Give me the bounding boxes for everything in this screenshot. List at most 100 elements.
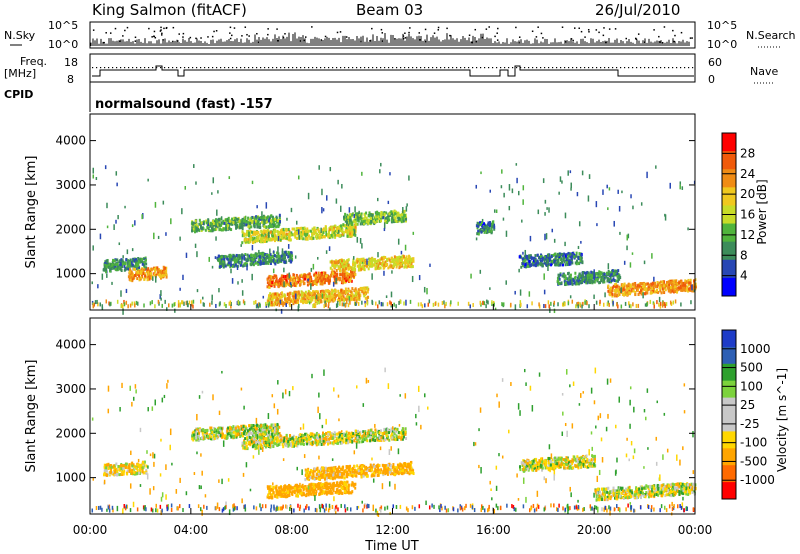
echo-cell (290, 251, 293, 255)
ground-scatter-cell (143, 303, 145, 308)
echo-cell (403, 265, 406, 269)
nave-dot (472, 67, 474, 69)
echo-cell (693, 289, 696, 293)
echo-cell (272, 254, 275, 258)
echo-cell (125, 267, 128, 271)
echo-cell (329, 266, 332, 270)
echo-cell (556, 252, 559, 256)
echo-cell (382, 266, 385, 270)
echo-cell (611, 294, 614, 298)
echo-cell (575, 262, 578, 266)
noise-search-dot (643, 41, 646, 43)
echo-cell (356, 290, 359, 294)
echo-cell (681, 284, 684, 288)
echo-cell (222, 221, 225, 225)
noise-search-dot (153, 30, 156, 33)
echo-cell (557, 279, 560, 283)
echo-cell (122, 260, 125, 264)
echo-cell (325, 298, 328, 302)
echo-cell (554, 257, 557, 261)
echo-cell (305, 236, 308, 240)
echo-cell (277, 254, 280, 258)
echo-cell (689, 278, 692, 282)
echo-cell (253, 231, 256, 235)
echo-cell (359, 214, 362, 218)
echo-cell (333, 263, 336, 267)
echo-cell (274, 262, 277, 266)
nave-dot (636, 67, 638, 69)
echo-cell (383, 270, 385, 276)
echo-cell (601, 278, 604, 282)
echo-cell (354, 220, 357, 224)
echo-cell (612, 284, 615, 288)
echo-cell (272, 268, 275, 274)
echo-cell (371, 259, 374, 263)
nave-dot (688, 67, 690, 69)
echo-cell (405, 299, 407, 306)
echo-cell (283, 229, 286, 233)
nave-dot (428, 67, 430, 69)
echo-cell (217, 190, 219, 194)
echo-cell (279, 299, 282, 305)
echo-cell (222, 260, 225, 264)
noise-search-dot (570, 38, 573, 40)
echo-cell (234, 217, 237, 221)
echo-cell (631, 252, 634, 255)
echo-cell (661, 283, 664, 287)
echo-cell (588, 174, 591, 179)
echo-cell (309, 229, 312, 233)
noise-search-dot (437, 26, 440, 29)
echo-cell (545, 256, 548, 260)
echo-cell (391, 210, 394, 214)
echo-cell (318, 274, 321, 278)
nave-dot (616, 67, 618, 69)
echo-cell (665, 284, 668, 288)
echo-cell (636, 284, 639, 288)
echo-cell (154, 276, 157, 283)
noise-search-dot (537, 26, 539, 28)
echo-cell (325, 250, 328, 254)
echo-cell (652, 301, 655, 305)
echo-cell (140, 276, 143, 280)
echo-cell (130, 271, 133, 275)
echo-cell (287, 227, 290, 231)
echo-cell (327, 230, 330, 234)
echo-cell (342, 281, 345, 285)
echo-cell (148, 277, 151, 281)
echo-cell (163, 274, 166, 278)
nave-dot (284, 67, 286, 69)
echo-cell (679, 181, 682, 185)
echo-cell (380, 210, 383, 214)
echo-cell (606, 184, 608, 189)
echo-cell (297, 290, 300, 294)
nave-dot (136, 67, 138, 69)
echo-cell (269, 262, 272, 266)
echo-cell (340, 205, 342, 212)
echo-cell (314, 229, 317, 233)
echo-cell (312, 263, 315, 270)
echo-cell (358, 210, 360, 215)
echo-cell (276, 229, 279, 233)
echo-cell (126, 261, 129, 265)
echo-cell (388, 258, 391, 262)
echo-cell (248, 254, 251, 258)
echo-cell (663, 284, 666, 288)
nave-dot (132, 67, 134, 69)
echo-cell (260, 233, 263, 237)
echo-cell (250, 220, 253, 224)
echo-cell (638, 284, 641, 288)
nave-dot (328, 67, 330, 69)
echo-cell (573, 276, 576, 280)
echo-cell (211, 220, 214, 224)
echo-cell (250, 259, 253, 263)
echo-cell (327, 290, 330, 294)
echo-cell (540, 262, 543, 266)
echo-cell (300, 226, 303, 230)
echo-cell (585, 279, 588, 283)
echo-cell (231, 264, 234, 268)
nave-dot (584, 67, 586, 69)
echo-cell (302, 279, 305, 283)
echo-cell (296, 278, 299, 282)
echo-cell (95, 177, 98, 180)
echo-cell (303, 293, 306, 297)
